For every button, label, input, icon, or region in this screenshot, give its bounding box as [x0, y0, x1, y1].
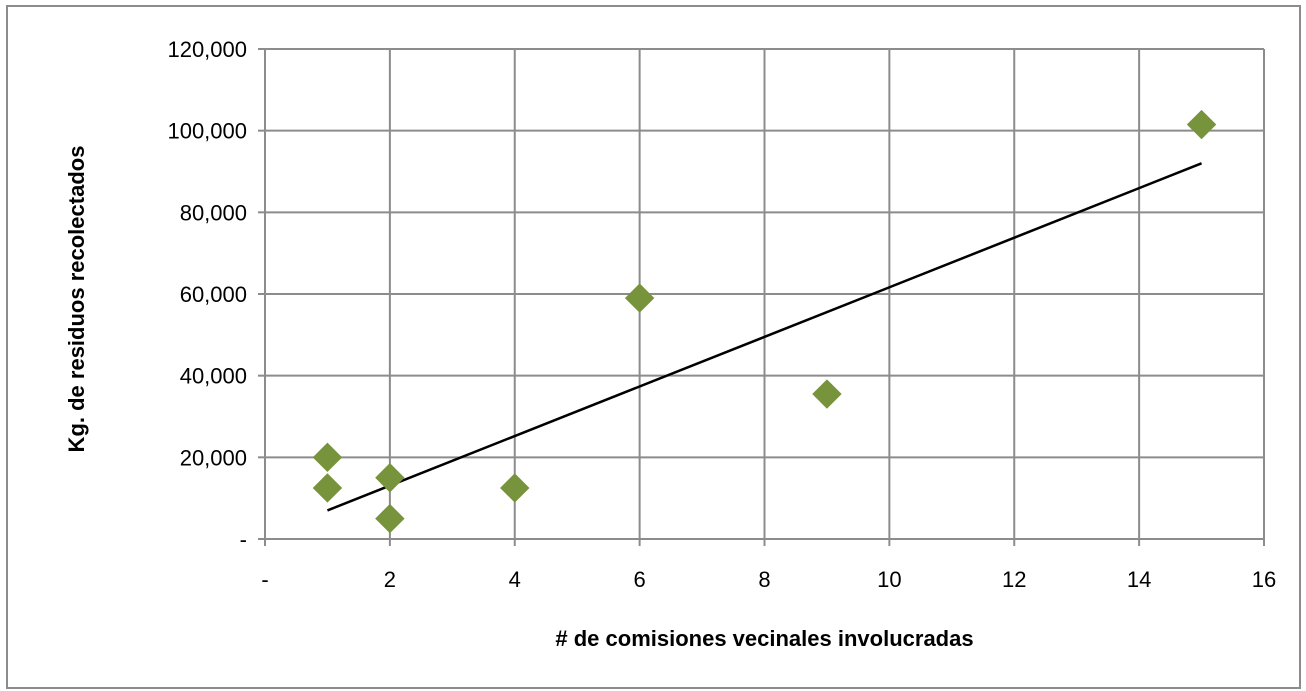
x-tick-label: 6: [634, 567, 646, 592]
data-point: [312, 473, 343, 503]
x-tick-label: 10: [877, 567, 901, 592]
x-tick-label: 14: [1127, 567, 1151, 592]
y-tick-label: -: [240, 527, 247, 552]
x-tick-label: 8: [758, 567, 770, 592]
data-point: [375, 503, 405, 534]
data-points: [312, 109, 1217, 534]
x-tick-labels: - 2 4 6 8 10 12 14 16: [261, 567, 1276, 592]
y-tick-label: 60,000: [180, 282, 247, 307]
data-point: [312, 442, 343, 473]
x-axis-title: # de comisiones vecinales involucradas: [555, 626, 973, 651]
data-point: [500, 473, 530, 503]
scatter-chart: -20,00040,00060,00080,000100,000120,000 …: [64, 37, 1276, 651]
x-tick-label: -: [261, 567, 268, 592]
y-tick-label: 120,000: [167, 37, 247, 62]
x-tick-label: 12: [1002, 567, 1026, 592]
gridlines: [258, 48, 1265, 546]
data-point: [1186, 109, 1217, 140]
x-tick-label: 16: [1252, 567, 1276, 592]
y-tick-label: 80,000: [180, 200, 247, 225]
y-tick-label: 20,000: [180, 445, 247, 470]
y-tick-label: 100,000: [167, 119, 247, 144]
x-tick-label: 4: [509, 567, 521, 592]
trendline: [326, 162, 1203, 512]
chart-frame: -20,000 40,000 60,000 80,000 100,000 120,000 …: [6, 5, 1301, 689]
x-tick-label: 2: [384, 567, 396, 592]
trendline-layer: [326, 162, 1203, 512]
y-axis-title: Kg. de residuos recolectados: [64, 146, 89, 453]
data-point: [375, 463, 405, 493]
data-point: [812, 379, 842, 409]
y-tick-label: 40,000: [180, 364, 247, 389]
data-point: [624, 283, 655, 313]
y-tick-labels: - 20,000 40,000 60,000 80,000 100,000 120,000: [167, 37, 247, 552]
